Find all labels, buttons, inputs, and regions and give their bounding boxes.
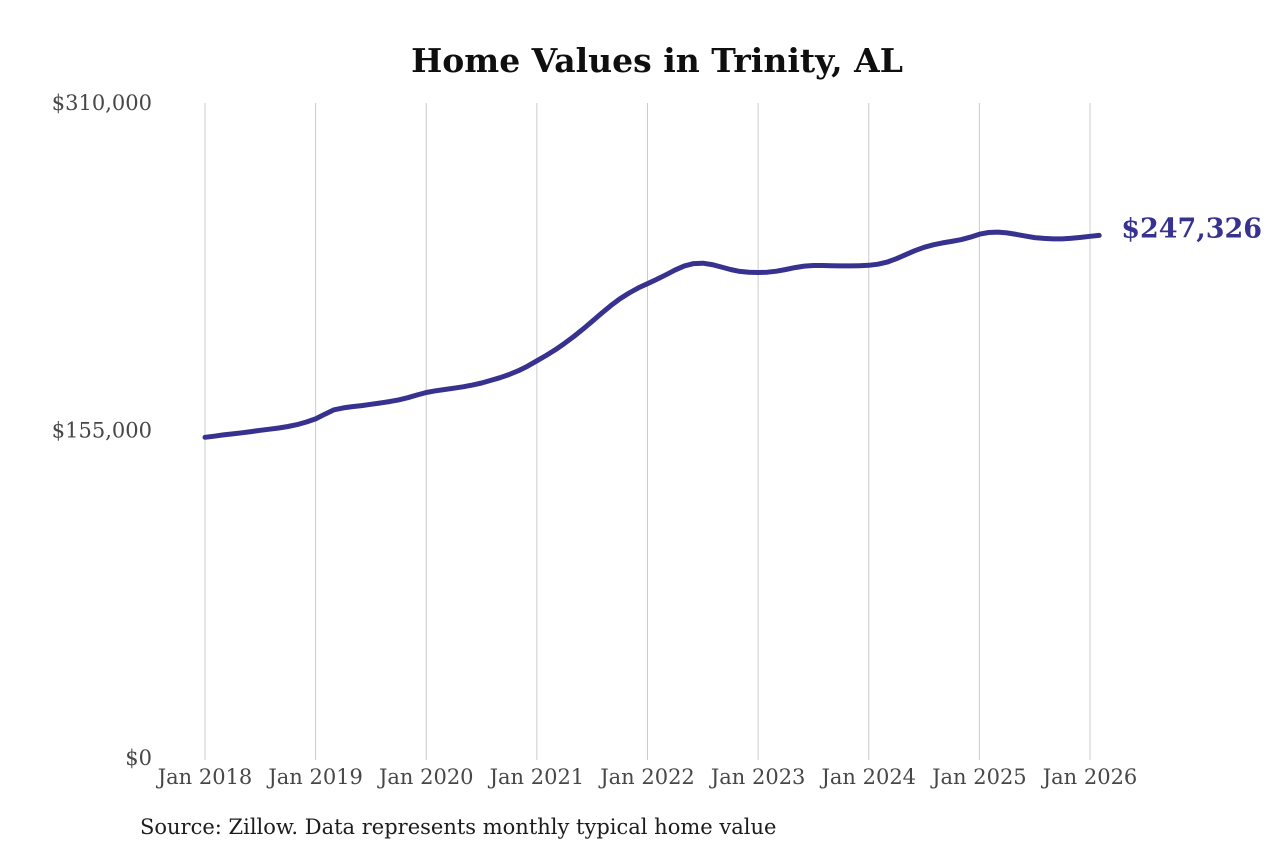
source-note: Source: Zillow. Data represents monthly … xyxy=(140,815,776,839)
x-axis-tick-label: Jan 2023 xyxy=(709,765,806,789)
end-value-label: $247,326 xyxy=(1121,213,1262,244)
x-axis-tick-label: Jan 2025 xyxy=(930,765,1027,789)
x-axis-tick-label: Jan 2020 xyxy=(377,765,474,789)
gridlines xyxy=(204,103,1091,760)
y-axis-tick-label: $310,000 xyxy=(52,91,152,115)
y-axis-tick-label: $155,000 xyxy=(52,419,152,443)
price-line xyxy=(202,229,1102,440)
y-axis-tick-label: $0 xyxy=(125,746,152,770)
chart-title: Home Values in Trinity, AL xyxy=(411,41,903,80)
x-axis-tick-label: Jan 2019 xyxy=(266,765,363,789)
x-axis-tick-label: Jan 2021 xyxy=(488,765,585,789)
x-axis-tick-label: Jan 2022 xyxy=(598,765,695,789)
y-axis-labels: $0 $155,000 $310,000 xyxy=(52,91,152,770)
x-axis-tick-label: Jan 2026 xyxy=(1041,765,1138,789)
x-axis-tick-label: Jan 2024 xyxy=(819,765,916,789)
x-axis-tick-label: Jan 2018 xyxy=(156,765,253,789)
x-axis-labels: Jan 2018 Jan 2019 Jan 2020 Jan 2021 Jan 2022… xyxy=(156,765,1138,789)
